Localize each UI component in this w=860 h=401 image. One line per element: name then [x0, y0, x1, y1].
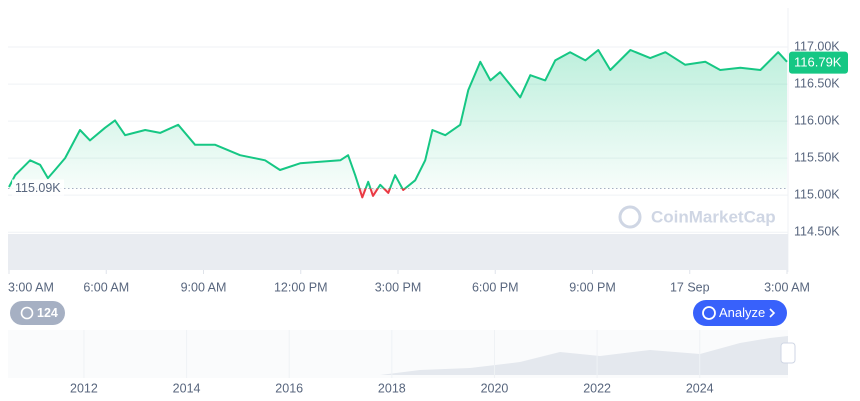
navigator-handle[interactable]	[780, 342, 796, 364]
button-bg	[693, 300, 787, 326]
analyze-button[interactable]: Analyze	[693, 300, 787, 326]
navigator-label: 2016	[275, 381, 303, 395]
current-price-label: 116.79K	[794, 55, 842, 70]
x-tick-label: 6:00 PM	[472, 280, 519, 294]
navigator-label: 2018	[378, 381, 406, 395]
x-tick-label: 9:00 PM	[569, 280, 616, 294]
navigator-label: 2012	[70, 381, 98, 395]
y-tick-label: 116.00K	[794, 113, 840, 127]
y-tick-label: 116.50K	[794, 76, 840, 90]
badge-text: 124	[37, 306, 58, 320]
navigator-label: 2014	[173, 381, 201, 395]
badge[interactable]: 124	[10, 301, 65, 325]
navigator-label: 2024	[686, 381, 714, 395]
price-line	[8, 49, 788, 189]
x-tick-label: 3:00 AM	[8, 280, 54, 294]
badge-bg	[10, 301, 65, 325]
x-tick-label: 17 Sep	[670, 280, 710, 294]
current-price-tag	[789, 51, 848, 74]
y-tick-label: 114.50K	[794, 224, 840, 238]
watermark-text: CoinMarketCap	[651, 207, 776, 226]
y-tick-label: 115.50K	[794, 150, 840, 164]
navigator-label: 2022	[583, 381, 611, 395]
x-tick-label: 3:00 AM	[764, 280, 810, 294]
watermark: CoinMarketCap	[618, 205, 776, 229]
y-tick-label: 115.00K	[794, 187, 840, 201]
x-tick-label: 3:00 PM	[375, 280, 422, 294]
button-text: Analyze	[719, 305, 765, 320]
x-tick-label: 6:00 AM	[83, 280, 129, 294]
y-tick-label: 117.00K	[794, 39, 840, 53]
baseline-label-bg	[12, 179, 64, 196]
x-tick-label: 9:00 AM	[181, 280, 227, 294]
volume-band	[8, 234, 788, 270]
navigator-label: 2020	[481, 381, 509, 395]
baseline-label: 115.09K	[15, 181, 61, 195]
area-fill	[9, 50, 787, 189]
navigator	[8, 330, 796, 378]
x-tick-label: 12:00 PM	[274, 280, 328, 294]
